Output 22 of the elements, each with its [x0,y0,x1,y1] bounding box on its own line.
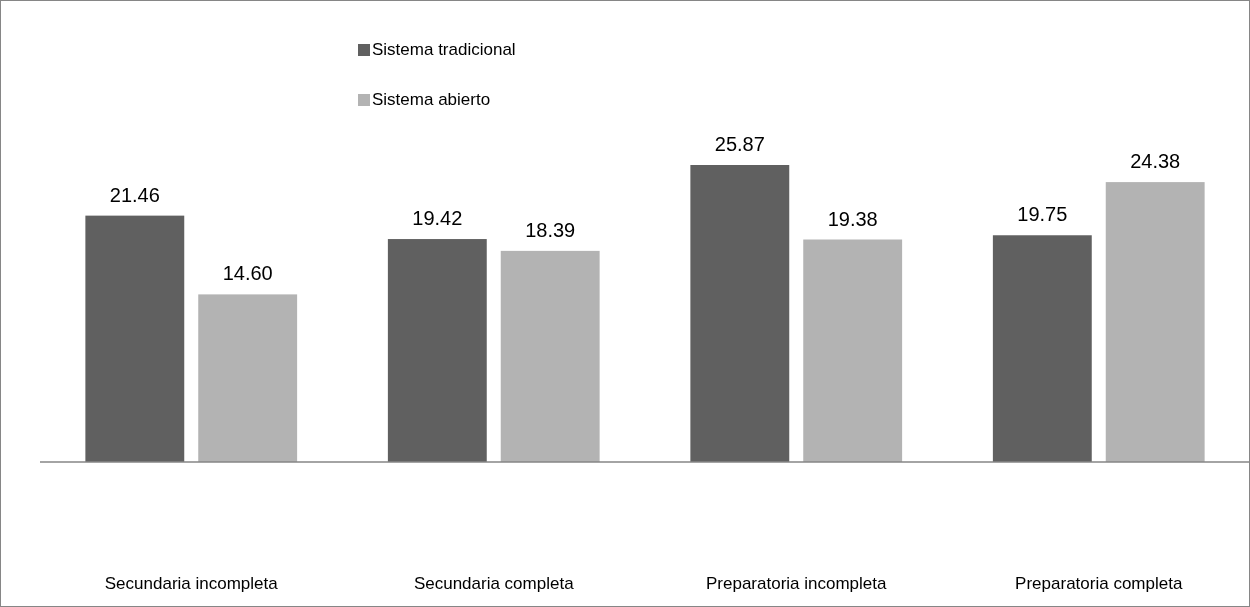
x-tick-label: Preparatoria incompleta [706,574,888,593]
data-label: 19.38 [827,207,878,230]
data-label: 18.39 [525,218,576,241]
bar [803,239,903,462]
bar [85,215,185,462]
bar [500,250,600,462]
x-tick-label: Preparatoria completa [1015,574,1183,593]
bar [387,239,487,462]
bar [198,294,298,462]
data-label: 25.87 [714,133,765,155]
data-label: 24.38 [1130,150,1181,173]
data-label: 19.75 [1017,203,1068,226]
x-tick-label: Secundaria incompleta [104,574,279,593]
bar [1105,182,1205,462]
data-label: 19.42 [412,207,463,230]
data-label: 21.46 [109,183,160,206]
legend-label: Sistema abierto [372,90,491,110]
bar [992,235,1092,462]
data-label: 14.60 [222,262,273,285]
bar [690,165,790,462]
legend-label: Sistema tradicional [372,40,516,60]
x-tick-label: Secundaria completa [413,574,575,593]
